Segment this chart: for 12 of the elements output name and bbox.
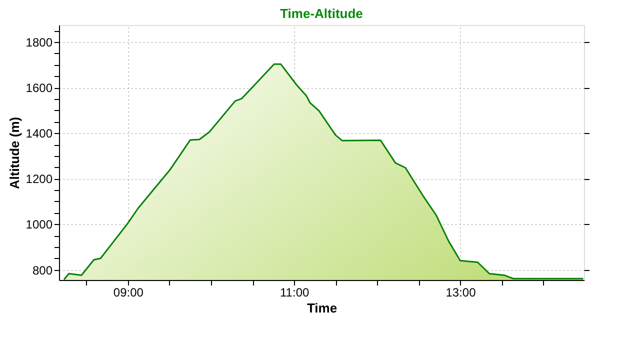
y-tick-label: 1400: [26, 126, 53, 141]
x-tick-label: 13:00: [446, 286, 476, 300]
chart-title: Time-Altitude: [280, 6, 363, 21]
y-tick-label: 1800: [26, 36, 53, 50]
y-tick-label: 800: [32, 263, 53, 278]
x-tick-label: 09:00: [113, 286, 144, 300]
y-tick-label: 1600: [26, 81, 53, 96]
x-tick-label: 11:00: [280, 286, 310, 300]
y-tick-label: 1200: [26, 172, 53, 186]
x-axis-title: Time: [306, 300, 338, 316]
y-axis-title: Altitude (m): [6, 116, 22, 190]
y-tick-label: 1000: [26, 218, 53, 232]
